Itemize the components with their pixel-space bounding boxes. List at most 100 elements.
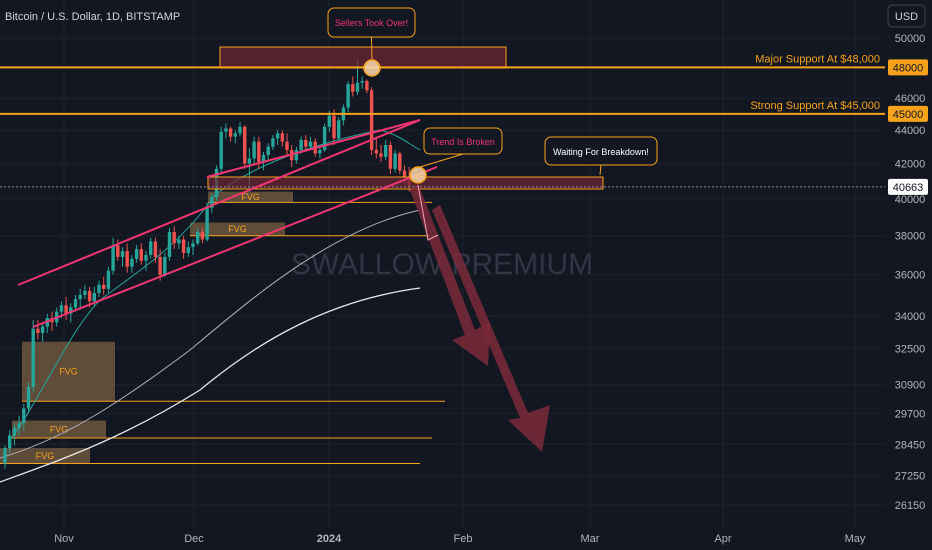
- callout-text: Sellers Took Over!: [335, 18, 408, 28]
- x-tick-label: Mar: [581, 533, 600, 545]
- callout-box: [544, 136, 658, 166]
- candle: [158, 249, 162, 281]
- ma-100: [0, 209, 421, 459]
- candle: [388, 141, 393, 174]
- candle: [337, 117, 341, 142]
- candle-body: [130, 258, 134, 267]
- x-tick-label: Nov: [54, 533, 74, 545]
- currency-button-label: USD: [895, 11, 918, 23]
- candle-body: [163, 256, 167, 275]
- candle: [252, 136, 256, 164]
- price-tag-label: 45000: [893, 109, 924, 121]
- candle-body: [186, 247, 190, 253]
- candle: [83, 284, 87, 300]
- price-tags: 48000 45000 40663: [888, 59, 928, 195]
- callout-text: Trend Is Broken: [431, 137, 495, 147]
- fvg-zone: [0, 448, 90, 464]
- callout-pointer: [419, 153, 464, 168]
- candle: [308, 136, 313, 151]
- candle: [374, 136, 378, 159]
- supply-zone: [219, 46, 507, 69]
- grid-lines: [0, 0, 885, 528]
- y-tick-label: 29700: [895, 408, 926, 420]
- candle: [219, 126, 223, 173]
- candle: [200, 228, 205, 244]
- candle: [172, 226, 176, 250]
- candle-body: [271, 138, 275, 147]
- candle-body: [69, 307, 73, 314]
- candle: [153, 237, 158, 263]
- candle: [120, 247, 125, 267]
- candle-body: [299, 139, 303, 151]
- candle-body: [388, 144, 393, 169]
- callout-text: Waiting For Breakdown!: [553, 147, 649, 157]
- candle-body: [374, 150, 378, 154]
- candle: [125, 243, 129, 273]
- candle: [139, 243, 143, 265]
- arrow-guide: [417, 184, 439, 241]
- candle-body: [210, 196, 214, 208]
- candle: [384, 139, 388, 161]
- y-tick-label: 26150: [895, 500, 926, 512]
- candle: [294, 146, 299, 164]
- candle: [40, 322, 45, 342]
- candle-body: [219, 131, 223, 169]
- x-axis[interactable]: Nov Dec 2024 Feb Mar Apr May: [54, 533, 866, 545]
- candle: [36, 320, 40, 340]
- candle: [379, 144, 383, 162]
- price-tag: [888, 59, 928, 76]
- currency-button[interactable]: USD: [887, 4, 926, 28]
- y-tick-label: 30900: [895, 380, 926, 392]
- candle: [369, 87, 374, 156]
- candle-body: [83, 290, 87, 295]
- callout-box: [423, 127, 503, 155]
- candle-body: [40, 326, 45, 334]
- candle-body: [393, 153, 397, 169]
- candle-body: [26, 387, 31, 409]
- break-marker: [409, 166, 427, 184]
- candle: [191, 239, 195, 255]
- y-tick-label: 50000: [895, 33, 926, 45]
- y-tick-label: 36000: [895, 270, 926, 282]
- candle: [73, 294, 78, 312]
- x-tick-label: Feb: [454, 533, 473, 545]
- candle-body: [205, 207, 209, 240]
- candle-body: [191, 243, 195, 248]
- candle: [360, 76, 364, 89]
- candle: [224, 123, 228, 139]
- candle: [398, 151, 402, 174]
- candle: [332, 109, 336, 145]
- candle-body: [379, 153, 383, 157]
- candle: [12, 423, 17, 446]
- candle: [167, 228, 172, 261]
- candle-body: [36, 328, 40, 334]
- candle-body: [120, 251, 125, 257]
- candle-body: [64, 305, 68, 314]
- candle: [102, 276, 106, 295]
- candle-body: [87, 290, 92, 302]
- candle: [271, 135, 275, 151]
- fvg-label: FVG: [59, 367, 78, 377]
- arrow-1: [410, 183, 490, 366]
- annotations: Sellers Took Over! Trend Is Broken Waiting…: [327, 7, 658, 176]
- candle-body: [308, 141, 313, 147]
- candle: [393, 150, 397, 173]
- x-tick-label: Apr: [714, 533, 731, 545]
- candle: [266, 143, 270, 162]
- fvg-zones: FVG FVG FVG FVG FVG: [0, 191, 445, 465]
- fvg-label: FVG: [228, 224, 247, 234]
- fvg-zone: [22, 341, 115, 402]
- candle-body: [12, 427, 17, 436]
- candle-body: [322, 126, 327, 151]
- price-tag-label: 40663: [893, 182, 924, 194]
- x-tick-label: Dec: [184, 533, 204, 545]
- candle-body: [125, 251, 129, 267]
- arrow-2: [432, 205, 550, 452]
- y-axis[interactable]: 50000 46000 44000 42000 40000 38000 36000 34000…: [895, 33, 926, 512]
- candle-body: [200, 231, 205, 240]
- candle: [22, 403, 26, 431]
- y-tick-label: 34000: [895, 311, 926, 323]
- candle-body: [285, 141, 289, 151]
- price-tag: [888, 105, 928, 122]
